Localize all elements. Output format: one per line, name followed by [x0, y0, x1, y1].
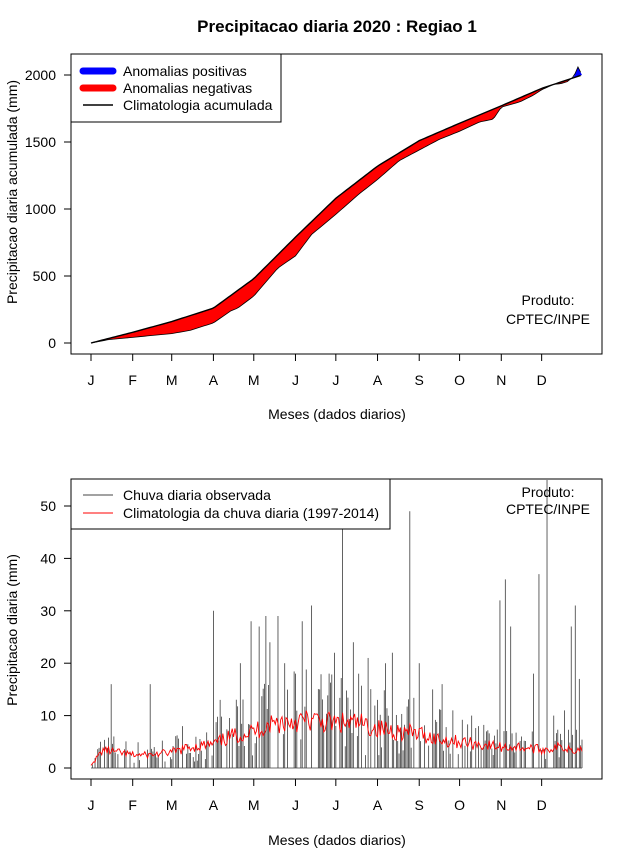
legend-label-observed: Chuva diaria observada	[123, 487, 271, 503]
cptec-label-daily: CPTEC/INPE	[506, 501, 590, 517]
climatology-accumulated-line	[90, 74, 581, 344]
x-tick-label: M	[248, 372, 260, 388]
x-tick-label: J	[88, 372, 95, 388]
x-tick-label: M	[248, 797, 260, 813]
produto-label-accumulated: Produto:	[522, 292, 575, 308]
y-tick-label: 0	[48, 760, 56, 776]
legend-label-daily-climatology: Climatologia da chuva diaria (1997-2014)	[123, 505, 379, 521]
legend-label-climatology: Climatologia acumulada	[123, 97, 273, 113]
legend-daily: Chuva diaria observada Climatologia da c…	[70, 478, 391, 530]
x-tick-label: S	[415, 372, 424, 388]
legend-label-negative: Anomalias negativas	[123, 80, 252, 96]
x-tick-label: N	[496, 797, 506, 813]
x-tick-label: A	[373, 797, 383, 813]
y-tick-label: 10	[40, 708, 56, 724]
x-tick-label: F	[128, 797, 137, 813]
y-tick-label: 500	[33, 268, 57, 284]
daily-climatology-line	[90, 710, 583, 766]
negative-anomaly-area	[92, 84, 554, 343]
x-tick-label: S	[415, 797, 424, 813]
xlabel-accumulated: Meses (dados diarios)	[268, 406, 406, 422]
x-tick-label: J	[332, 372, 339, 388]
ylabel-daily: Precipitacao diaria (mm)	[4, 554, 20, 706]
observed-accumulated-line	[90, 66, 582, 344]
x-tick-label: J	[332, 797, 339, 813]
y-tick-label: 1000	[25, 201, 56, 217]
x-tick-label: J	[292, 372, 299, 388]
daily-precipitation-panel: 0 10 20 30 40 50 J F M A M J J A S O N D Precipitacao di…	[4, 478, 603, 848]
x-tick-label: O	[454, 797, 465, 813]
y-tick-label: 20	[40, 655, 56, 671]
x-tick-label: F	[128, 372, 137, 388]
x-tick-label: M	[166, 372, 178, 388]
legend-box-daily	[70, 478, 391, 530]
x-tick-label: M	[166, 797, 178, 813]
x-tick-label: J	[88, 797, 95, 813]
x-tick-label: A	[209, 372, 219, 388]
accumulated-precipitation-panel: 0 500 1000 1500 2000 J F M A M J J A S O N D Precipitac…	[4, 53, 603, 422]
y-tick-label: 40	[40, 550, 56, 566]
chart-title: Precipitacao diaria 2020 : Regiao 1	[197, 17, 477, 36]
y-tick-label: 1500	[25, 134, 56, 150]
legend-label-positive: Anomalias positivas	[123, 63, 247, 79]
y-tick-label: 30	[40, 603, 56, 619]
x-tick-label: D	[537, 372, 547, 388]
x-tick-label: J	[292, 797, 299, 813]
cptec-label-accumulated: CPTEC/INPE	[506, 311, 590, 327]
y-tick-label: 2000	[25, 67, 56, 83]
xlabel-daily: Meses (dados diarios)	[268, 832, 406, 848]
x-tick-label: D	[537, 797, 547, 813]
x-tick-label: A	[373, 372, 383, 388]
y-tick-label: 50	[40, 498, 56, 514]
ylabel-accumulated: Precipitacao diaria acumulada (mm)	[4, 80, 20, 304]
y-tick-label: 0	[48, 335, 56, 351]
x-tick-label: A	[209, 797, 219, 813]
produto-label-daily: Produto:	[522, 484, 575, 500]
x-tick-label: O	[454, 372, 465, 388]
legend-accumulated: Anomalias positivas Anomalias negativas …	[70, 53, 282, 123]
x-tick-label: N	[496, 372, 506, 388]
